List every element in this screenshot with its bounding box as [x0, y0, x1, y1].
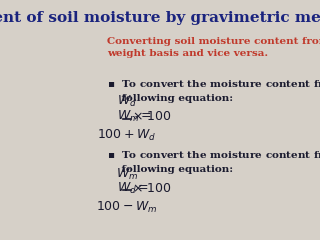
Text: $W_m$: $W_m$ — [116, 167, 138, 182]
Text: $\times\ 100$: $\times\ 100$ — [132, 182, 172, 195]
Text: Converting soil moisture content from wet – weight basis to oven dry-
weight bas: Converting soil moisture content from we… — [107, 37, 320, 58]
Text: $100 - W_m$: $100 - W_m$ — [96, 199, 158, 215]
Text: $W_d$: $W_d$ — [117, 94, 137, 109]
Text: $100 + W_d$: $100 + W_d$ — [97, 128, 156, 144]
Text: ▪  To convert the moisture content from $W_m$ to $W_d$ use the
    following equ: ▪ To convert the moisture content from $… — [107, 149, 320, 174]
Text: $W_d  =$: $W_d =$ — [117, 181, 149, 196]
Text: $W_m  =$: $W_m =$ — [117, 109, 152, 124]
Text: $\times\ 100$: $\times\ 100$ — [132, 110, 172, 123]
Text: ▪  To convert the moisture content from $W_d$ to $W_m$  use the
    following eq: ▪ To convert the moisture content from $… — [107, 77, 320, 103]
Text: Measurement of soil moisture by gravimetric method: Measurement of soil moisture by gravimet… — [0, 11, 320, 25]
